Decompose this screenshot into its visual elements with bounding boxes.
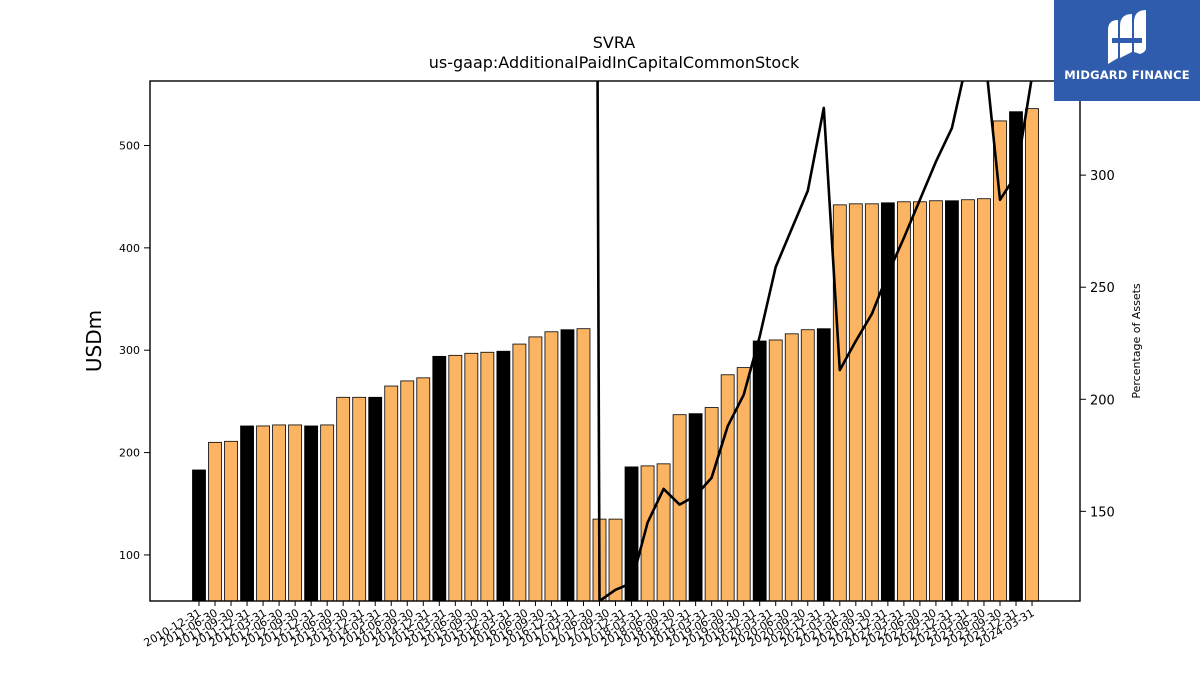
y-tick-label: 300	[119, 344, 140, 357]
bar-2014-09-30	[416, 377, 431, 601]
brand-logo: MIDGARD FINANCE	[1054, 0, 1200, 101]
bar-2012-06-30	[272, 424, 287, 601]
brand-name: MIDGARD FINANCE	[1064, 68, 1190, 82]
bar-2020-06-30	[784, 333, 799, 601]
bar-2022-03-31	[896, 201, 911, 601]
bar-2018-03-31	[640, 465, 655, 601]
bar-2014-12-31	[432, 355, 447, 601]
bar-2021-03-31	[832, 204, 847, 601]
bar-2015-09-30	[480, 351, 495, 601]
bar-2014-06-30	[400, 380, 415, 601]
chart-title: SVRA	[593, 33, 636, 52]
bar-2023-12-31	[1009, 111, 1023, 601]
bar-2020-12-31	[816, 328, 831, 601]
bar-2011-12-31	[240, 425, 254, 601]
bar-2023-03-31	[961, 199, 975, 601]
bar-2019-09-30	[736, 367, 751, 601]
bar-2011-06-30	[208, 441, 222, 601]
bar-2012-09-30	[288, 424, 303, 601]
bar-2024-03-31	[1025, 108, 1039, 601]
bar-2022-12-31	[945, 200, 959, 601]
bar-2022-09-30	[929, 200, 943, 601]
bar-2023-06-30	[977, 198, 991, 601]
bar-2012-12-31	[304, 425, 319, 601]
bar-2021-06-30	[848, 203, 863, 601]
y-axis-left: 100 200 300 400 500	[119, 139, 150, 562]
y2-axis-label: Percentage of Assets	[1130, 283, 1143, 399]
y-axis-right: 150 200 250 300	[1080, 169, 1115, 520]
bar-2015-06-30	[464, 352, 479, 601]
bar-2013-09-30	[352, 396, 367, 601]
bar-2013-06-30	[336, 396, 351, 601]
bar-2022-06-30	[913, 201, 927, 601]
line-series	[596, 81, 1033, 601]
bar-2013-03-31	[320, 424, 335, 601]
y-tick-label: 500	[119, 139, 140, 152]
y-tick-label: 200	[119, 447, 140, 460]
midgard-logo-icon	[1108, 10, 1146, 64]
bar-2015-03-31	[448, 354, 463, 601]
bar-2018-06-30	[656, 463, 671, 601]
bar-2023-09-30	[993, 120, 1007, 601]
chart-subtitle: us-gaap:AdditionalPaidInCapitalCommonSto…	[429, 53, 800, 72]
bar-2016-12-31	[560, 329, 575, 601]
bar-2019-12-31	[752, 340, 767, 601]
bar-2010-12-31	[192, 469, 206, 601]
bar-2019-03-31	[704, 407, 719, 601]
bar-2015-12-31	[496, 350, 511, 601]
plot-frame	[149, 80, 1081, 602]
bar-2021-09-30	[864, 203, 879, 601]
y2-tick-label: 300	[1090, 169, 1115, 184]
bar-2018-09-30	[672, 414, 687, 601]
bar-2020-03-31	[768, 339, 783, 601]
bar-2017-03-31	[576, 328, 591, 601]
bar-2018-12-31	[688, 413, 703, 601]
bar-2014-03-31	[384, 385, 399, 601]
bar-2016-06-30	[528, 336, 543, 601]
bar-2012-03-31	[256, 425, 270, 601]
bar-series	[192, 108, 1039, 601]
bar-2017-09-30	[608, 518, 623, 601]
y2-tick-label: 250	[1090, 281, 1115, 296]
bar-2016-03-31	[512, 343, 527, 601]
y-tick-label: 400	[119, 242, 140, 255]
y-axis-label: USDm	[82, 310, 106, 372]
bar-2013-12-31	[368, 396, 383, 601]
y2-tick-label: 150	[1090, 505, 1115, 520]
bar-2011-09-30	[224, 440, 238, 601]
bar-2021-12-31	[880, 202, 895, 601]
bar-2019-06-30	[720, 374, 735, 601]
y-tick-label: 100	[119, 549, 140, 562]
bar-2020-09-30	[800, 329, 815, 601]
y2-tick-label: 200	[1090, 393, 1115, 408]
percentage-of-assets-line	[596, 81, 1033, 601]
x-axis: 2010-12-312011-06-302011-09-302011-12-31…	[142, 601, 1037, 650]
bar-2016-09-30	[544, 331, 559, 601]
